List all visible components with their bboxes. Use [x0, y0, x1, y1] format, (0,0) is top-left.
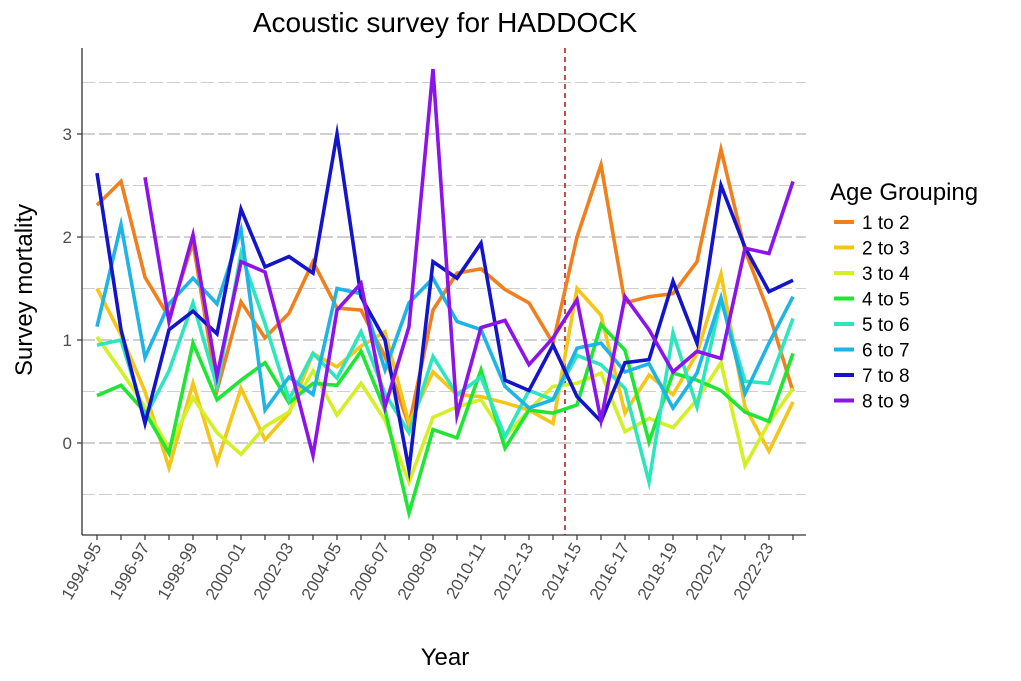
series-line-5-to-6: [96, 246, 795, 491]
y-tick-label: 1: [63, 331, 72, 350]
x-tick-label: 1998-99: [154, 540, 202, 604]
y-axis-ticks: 0 1 2 3: [63, 125, 82, 453]
x-tick-label: 2006-07: [346, 540, 394, 604]
x-tick-label: 2000-01: [202, 540, 250, 604]
legend-item: 1 to 2: [834, 213, 910, 234]
legend-item: 7 to 8: [834, 366, 910, 387]
y-tick-label: 3: [63, 125, 72, 144]
series-line-2-to-3: [95, 266, 795, 474]
legend: Age Grouping 1 to 2 2 to 3 3 to 4 4 to 5 5 t…: [830, 179, 978, 413]
legend-item: 3 to 4: [834, 264, 910, 285]
legend-label: 1 to 2: [862, 213, 910, 234]
legend-label: 4 to 5: [862, 290, 910, 311]
legend-label: 5 to 6: [862, 315, 910, 336]
y-axis-title: Survey mortality: [11, 204, 38, 376]
y-tick-label: 2: [63, 228, 72, 247]
legend-item: 8 to 9: [834, 392, 910, 413]
legend-title: Age Grouping: [830, 179, 978, 206]
series-line-6-to-7: [95, 215, 795, 415]
legend-item: 6 to 7: [834, 341, 910, 362]
x-tick-label: 1996-97: [106, 540, 154, 604]
x-tick-label: 2012-13: [490, 540, 538, 604]
legend-item: 5 to 6: [834, 315, 910, 336]
series-line-8-to-9: [143, 68, 795, 465]
legend-items: 1 to 2 2 to 3 3 to 4 4 to 5 5 to 6 6 to 7 7 to…: [834, 213, 910, 413]
series-line-4-to-5: [96, 321, 795, 521]
x-tick-label: 2016-17: [586, 540, 634, 604]
series-line-3-to-4: [95, 335, 795, 488]
x-tick-label: 2002-03: [250, 540, 298, 604]
x-axis-title: Year: [421, 644, 470, 671]
legend-item: 4 to 5: [834, 290, 910, 311]
legend-label: 3 to 4: [862, 264, 910, 285]
x-tick-label: 2018-19: [634, 540, 682, 604]
legend-label: 8 to 9: [862, 392, 910, 413]
x-tick-label: 2010-11: [442, 540, 489, 602]
x-tick-label: 2008-09: [394, 540, 442, 604]
x-tick-label: 2020-21: [682, 540, 730, 604]
y-tick-label: 0: [63, 434, 72, 453]
x-tick-label: 2014-15: [538, 540, 586, 604]
legend-label: 7 to 8: [862, 366, 910, 387]
x-tick-label: 2004-05: [298, 540, 346, 604]
x-tick-label: 2022-23: [730, 540, 778, 604]
series-lines: [95, 68, 795, 521]
axes: [81, 48, 806, 536]
legend-label: 2 to 3: [862, 239, 910, 260]
legend-item: 2 to 3: [834, 239, 910, 260]
chart-title: Acoustic survey for HADDOCK: [253, 7, 638, 38]
x-axis-ticks: 1994-95 1996-97 1998-99 2000-01 2002-03 2004-…: [58, 535, 794, 604]
x-tick-label: 1994-95: [58, 540, 106, 604]
legend-label: 6 to 7: [862, 341, 910, 362]
series-line-7-to-8: [95, 122, 794, 482]
